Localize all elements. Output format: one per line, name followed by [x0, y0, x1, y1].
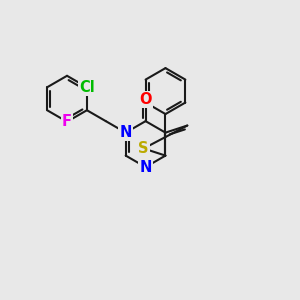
Text: S: S — [138, 141, 149, 156]
Text: Cl: Cl — [79, 80, 95, 95]
Text: O: O — [139, 92, 152, 107]
Text: N: N — [140, 160, 152, 175]
Text: F: F — [62, 114, 72, 129]
Text: N: N — [119, 125, 132, 140]
